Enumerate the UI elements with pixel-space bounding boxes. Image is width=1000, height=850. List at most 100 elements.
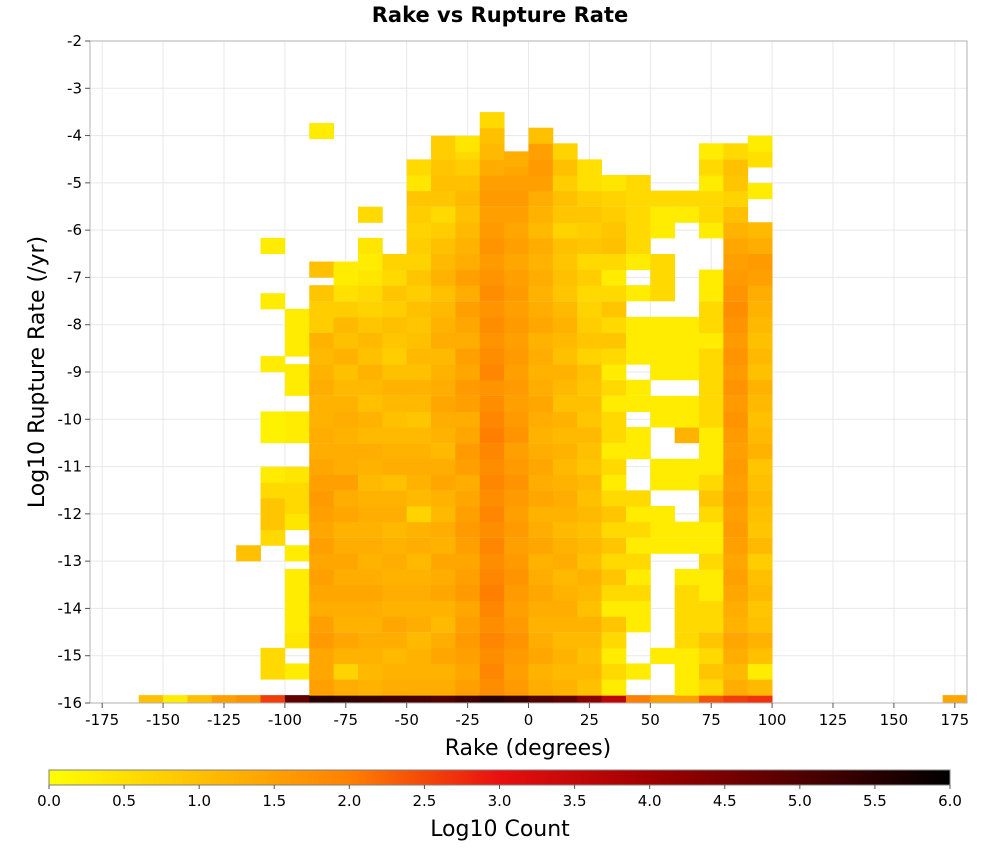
heatmap-cell xyxy=(528,159,554,176)
heatmap-cell xyxy=(601,285,627,302)
heatmap-cell xyxy=(747,568,773,586)
heatmap-cell xyxy=(333,458,359,475)
heatmap-cell xyxy=(552,301,578,318)
heatmap-cell xyxy=(723,474,749,491)
heatmap-cell xyxy=(674,584,700,602)
heatmap-cell xyxy=(382,679,408,696)
heatmap-cell xyxy=(601,584,627,602)
heatmap-cell xyxy=(357,553,383,570)
heatmap-cell xyxy=(747,458,773,475)
heatmap-cell xyxy=(333,663,359,680)
heatmap-cell xyxy=(577,427,602,444)
heatmap-cell xyxy=(333,411,359,428)
heatmap-cell xyxy=(431,190,456,207)
heatmap-cell xyxy=(723,584,749,602)
heatmap-cell xyxy=(455,443,481,460)
heatmap-cell xyxy=(674,395,700,412)
heatmap-cell xyxy=(650,411,676,428)
heatmap-cell xyxy=(699,663,724,680)
heatmap-cell xyxy=(747,443,773,460)
heatmap-cell xyxy=(455,537,481,554)
heatmap-cell xyxy=(260,529,286,546)
heatmap-cell xyxy=(699,143,724,160)
heatmap-cell xyxy=(723,316,749,333)
x-tick-label: -50 xyxy=(394,711,419,729)
heatmap-cell xyxy=(577,458,602,475)
heatmap-cell xyxy=(528,253,554,271)
heatmap-cell xyxy=(455,206,481,223)
heatmap-cell xyxy=(479,616,505,633)
heatmap-cell xyxy=(333,568,359,586)
heatmap-cell xyxy=(260,514,286,531)
heatmap-cell xyxy=(357,269,383,286)
heatmap-cell xyxy=(699,348,724,365)
heatmap-cell xyxy=(552,190,578,207)
heatmap-cell xyxy=(357,285,383,302)
heatmap-cell xyxy=(747,521,773,538)
heatmap-cell xyxy=(723,159,749,176)
heatmap-cell xyxy=(674,679,700,696)
heatmap-cell xyxy=(747,301,773,318)
heatmap-cell xyxy=(260,663,286,680)
heatmap-cell xyxy=(284,695,310,704)
y-tick-label: -12 xyxy=(58,505,83,523)
x-tick-label: -75 xyxy=(334,711,359,729)
heatmap-cell xyxy=(260,497,286,515)
heatmap-cell xyxy=(723,553,749,570)
heatmap-cell xyxy=(625,206,651,223)
heatmap-cell xyxy=(333,695,359,704)
heatmap-cell xyxy=(479,411,505,428)
heatmap-cell xyxy=(577,663,602,680)
heatmap-cell xyxy=(260,411,286,428)
heatmap-cell xyxy=(309,379,335,396)
heatmap-cell xyxy=(601,679,627,696)
heatmap-cell xyxy=(382,647,408,664)
heatmap-cell xyxy=(577,616,602,633)
heatmap-cell xyxy=(382,695,408,704)
heatmap-cell xyxy=(528,647,554,664)
heatmap-cell xyxy=(699,427,724,444)
heatmap-cell xyxy=(747,237,773,255)
heatmap-cell xyxy=(504,332,529,349)
heatmap-cell xyxy=(431,632,456,649)
heatmap-cell xyxy=(504,568,529,586)
colorbar-tick-label: 6.0 xyxy=(938,792,962,810)
heatmap-cell xyxy=(479,269,505,286)
heatmap-cell xyxy=(479,159,505,176)
heatmap-cell xyxy=(723,411,749,428)
y-axis-label: Log10 Rupture Rate (/yr) xyxy=(25,236,50,508)
heatmap-cell xyxy=(747,679,773,696)
heatmap-cell xyxy=(552,568,578,586)
heatmap-cell xyxy=(747,553,773,570)
heatmap-cell xyxy=(406,568,432,586)
heatmap-cell xyxy=(601,237,627,255)
heatmap-cell xyxy=(455,237,481,255)
colorbar-tick-label: 0.5 xyxy=(112,792,136,810)
colorbar-tick-label: 0.0 xyxy=(37,792,61,810)
y-tick-label: -7 xyxy=(67,268,82,286)
heatmap-cell xyxy=(528,584,554,602)
heatmap-cell xyxy=(577,269,602,286)
heatmap-cell xyxy=(431,364,456,381)
y-axis-ticks: -2 -3 -4 -5 -6 -7 -8 -9 -10 -11 -12 -13 -14 -15 -16 xyxy=(58,32,90,712)
heatmap-cell xyxy=(382,364,408,381)
heatmap-cell xyxy=(382,632,408,649)
heatmap-cell xyxy=(552,632,578,649)
heatmap-cell xyxy=(577,553,602,570)
heatmap-cell xyxy=(504,285,529,302)
heatmap-cell xyxy=(674,348,700,365)
heatmap-cell xyxy=(382,474,408,491)
heatmap-cell xyxy=(699,647,724,664)
heatmap-cell xyxy=(723,695,749,704)
heatmap-cell xyxy=(552,379,578,396)
heatmap-cell xyxy=(406,616,432,633)
heatmap-cell xyxy=(431,253,456,271)
colorbar-tick-label: 1.0 xyxy=(187,792,211,810)
heatmap-cell xyxy=(699,411,724,428)
heatmap-cell xyxy=(650,395,676,412)
heatmap-cell xyxy=(747,427,773,444)
heatmap-cell xyxy=(577,584,602,602)
heatmap-cell xyxy=(333,616,359,633)
x-tick-label: 125 xyxy=(819,711,848,729)
heatmap-cell xyxy=(747,332,773,349)
